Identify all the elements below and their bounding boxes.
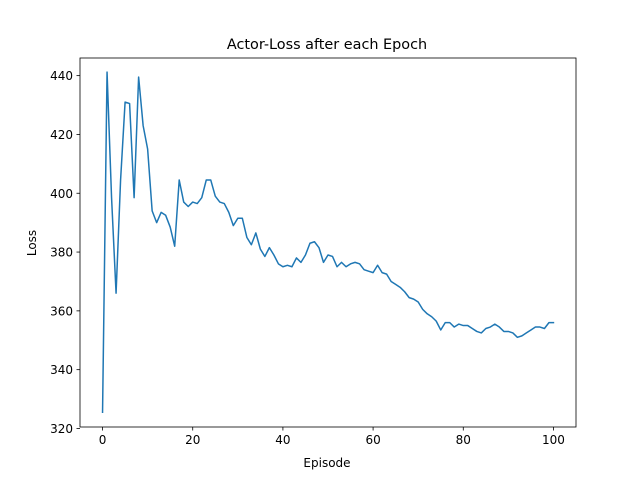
y-tick-label: 320 <box>50 422 73 436</box>
x-axis-label: Episode <box>303 456 350 470</box>
x-tick-label: 40 <box>275 433 290 447</box>
x-tick-label: 60 <box>365 433 380 447</box>
y-tick-label: 340 <box>50 363 73 377</box>
chart-title: Actor-Loss after each Epoch <box>227 37 427 53</box>
x-tick-label: 0 <box>99 433 107 447</box>
data-line <box>101 71 555 414</box>
x-tick-label: 80 <box>456 433 471 447</box>
axes-frame <box>79 57 577 428</box>
y-axis-ticks: 320 340 360 380 400 420 440 <box>50 69 80 436</box>
y-tick-label: 420 <box>50 128 73 142</box>
x-axis-ticks: 0 20 40 60 80 100 <box>99 427 565 447</box>
y-tick-label: 400 <box>50 187 73 201</box>
y-tick-label: 440 <box>50 69 73 83</box>
y-tick-label: 380 <box>50 246 73 260</box>
x-tick-label: 20 <box>185 433 200 447</box>
y-tick-label: 360 <box>50 304 73 318</box>
plot-area <box>101 71 555 414</box>
x-tick-label: 100 <box>542 433 565 447</box>
y-axis-label: Loss <box>25 230 39 256</box>
